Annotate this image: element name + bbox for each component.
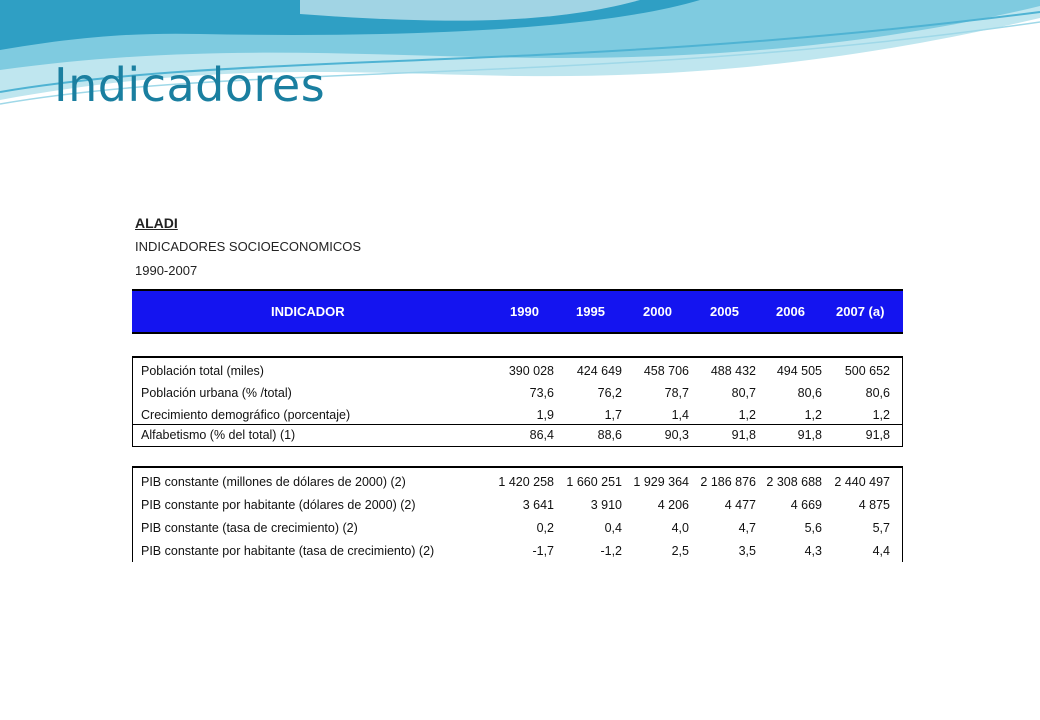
- table-left-rule: [132, 466, 133, 562]
- table-right-rule: [902, 466, 903, 562]
- figure-org: ALADI: [135, 215, 178, 231]
- row-divider: [132, 424, 903, 425]
- table-row: Crecimiento demográfico (porcentaje) 1,9…: [141, 408, 890, 422]
- slide-title: Indicadores: [54, 58, 326, 112]
- table-group-literacy: Alfabetismo (% del total) (1) 86,4 88,6 …: [132, 425, 903, 446]
- column-header-indicador: INDICADOR: [271, 304, 345, 319]
- column-header-2000: 2000: [643, 304, 672, 319]
- table-group-population: Población total (miles) 390 028 424 649 …: [132, 356, 903, 424]
- table-row: PIB constante por habitante (dólares de …: [141, 498, 890, 512]
- table-row: PIB constante por habitante (tasa de cre…: [141, 544, 890, 558]
- column-header-1995: 1995: [576, 304, 605, 319]
- figure-subtitle: INDICADORES SOCIOECONOMICOS: [135, 239, 362, 254]
- table-row: PIB constante (millones de dólares de 20…: [141, 475, 890, 489]
- table-group-gdp: PIB constante (millones de dólares de 20…: [132, 466, 903, 562]
- column-header-1990: 1990: [510, 304, 539, 319]
- table-row: Población total (miles) 390 028 424 649 …: [141, 364, 890, 378]
- column-header-2007: 2007 (a): [836, 304, 885, 319]
- column-header-bar: INDICADOR 1990 1995 2000 2005 2006 2007 …: [132, 289, 903, 334]
- table-row: Población urbana (% /total) 73,6 76,2 78…: [141, 386, 890, 400]
- header-swoosh-decoration: [0, 0, 1040, 105]
- row-divider: [132, 446, 903, 447]
- column-header-2006: 2006: [776, 304, 805, 319]
- figure-period: 1990-2007: [135, 263, 198, 278]
- table-row: Alfabetismo (% del total) (1) 86,4 88,6 …: [141, 428, 890, 442]
- table-row: PIB constante (tasa de crecimiento) (2) …: [141, 521, 890, 535]
- table-right-rule: [902, 356, 903, 446]
- column-header-2005: 2005: [710, 304, 739, 319]
- table-left-rule: [132, 356, 133, 446]
- indicators-table-figure: ALADI INDICADORES SOCIOECONOMICOS 1990-2…: [132, 200, 903, 562]
